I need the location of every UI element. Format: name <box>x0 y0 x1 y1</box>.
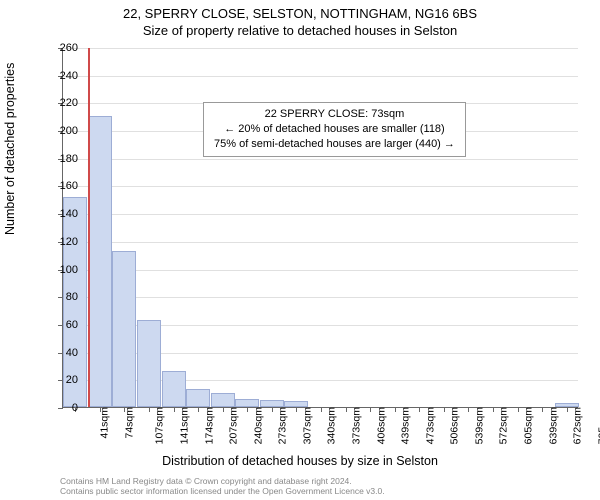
xtick-mark <box>296 407 297 412</box>
ytick-label: 60 <box>42 319 78 331</box>
ytick-label: 80 <box>42 291 78 303</box>
xtick-mark <box>567 407 568 412</box>
footer-line1: Contains HM Land Registry data © Crown c… <box>60 476 385 486</box>
gridline <box>63 76 578 77</box>
xtick-label: 439sqm <box>400 407 412 444</box>
bar <box>186 389 210 407</box>
xtick-mark <box>124 407 125 412</box>
ytick-label: 240 <box>42 70 78 82</box>
xtick-mark <box>247 407 248 412</box>
annotation-box: 22 SPERRY CLOSE: 73sqm ← 20% of detached… <box>203 102 466 157</box>
xtick-label: 406sqm <box>375 407 387 444</box>
xtick-mark <box>100 407 101 412</box>
xtick-label: 207sqm <box>228 407 240 444</box>
chart-title-line2: Size of property relative to detached ho… <box>0 21 600 38</box>
xtick-label: 174sqm <box>203 407 215 444</box>
xtick-mark <box>272 407 273 412</box>
bar <box>260 400 284 407</box>
gridline <box>63 214 578 215</box>
xtick-label: 307sqm <box>301 407 313 444</box>
xtick-mark <box>321 407 322 412</box>
ytick-label: 140 <box>42 208 78 220</box>
xtick-mark <box>518 407 519 412</box>
property-marker-line <box>88 48 90 407</box>
xtick-label: 473sqm <box>424 407 436 444</box>
xtick-label: 672sqm <box>572 407 584 444</box>
gridline <box>63 297 578 298</box>
ytick-label: 260 <box>42 42 78 54</box>
chart-container: 22, SPERRY CLOSE, SELSTON, NOTTINGHAM, N… <box>0 0 600 500</box>
annotation-line3: 75% of semi-detached houses are larger (… <box>214 137 455 152</box>
xtick-mark <box>223 407 224 412</box>
xtick-mark <box>174 407 175 412</box>
bar <box>162 371 186 407</box>
ytick-label: 220 <box>42 97 78 109</box>
xtick-mark <box>149 407 150 412</box>
bar <box>235 399 259 407</box>
xtick-label: 340sqm <box>326 407 338 444</box>
xtick-label: 506sqm <box>449 407 461 444</box>
gridline <box>63 242 578 243</box>
ytick-label: 20 <box>42 374 78 386</box>
xtick-label: 605sqm <box>522 407 534 444</box>
xtick-mark <box>395 407 396 412</box>
bar <box>137 320 161 407</box>
ytick-label: 100 <box>42 264 78 276</box>
chart-title-line1: 22, SPERRY CLOSE, SELSTON, NOTTINGHAM, N… <box>0 0 600 21</box>
xtick-label: 373sqm <box>350 407 362 444</box>
gridline <box>63 159 578 160</box>
xtick-mark <box>468 407 469 412</box>
ytick-label: 160 <box>42 180 78 192</box>
xtick-mark <box>419 407 420 412</box>
gridline <box>63 270 578 271</box>
xtick-mark <box>370 407 371 412</box>
bar <box>211 393 235 407</box>
xtick-label: 639sqm <box>547 407 559 444</box>
ytick-label: 120 <box>42 236 78 248</box>
footer-credits: Contains HM Land Registry data © Crown c… <box>60 476 385 496</box>
ytick-label: 40 <box>42 347 78 359</box>
ytick-label: 0 <box>42 402 78 414</box>
y-axis-title: Number of detached properties <box>3 63 17 235</box>
ytick-label: 200 <box>42 125 78 137</box>
xtick-label: 141sqm <box>178 407 190 444</box>
annotation-line2: ← 20% of detached houses are smaller (11… <box>214 122 455 137</box>
xtick-mark <box>542 407 543 412</box>
plot-area: 41sqm74sqm107sqm141sqm174sqm207sqm240sqm… <box>62 48 578 408</box>
ytick-label: 180 <box>42 153 78 165</box>
xtick-label: 240sqm <box>252 407 264 444</box>
gridline <box>63 48 578 49</box>
x-axis-title: Distribution of detached houses by size … <box>0 454 600 468</box>
xtick-label: 273sqm <box>277 407 289 444</box>
xtick-label: 107sqm <box>154 407 166 444</box>
xtick-mark <box>493 407 494 412</box>
bar <box>112 251 136 407</box>
xtick-label: 539sqm <box>473 407 485 444</box>
annotation-line1: 22 SPERRY CLOSE: 73sqm <box>214 107 455 122</box>
xtick-label: 705sqm <box>596 407 600 444</box>
bar <box>88 116 112 407</box>
footer-line2: Contains public sector information licen… <box>60 486 385 496</box>
xtick-mark <box>198 407 199 412</box>
xtick-label: 572sqm <box>498 407 510 444</box>
gridline <box>63 186 578 187</box>
xtick-mark <box>444 407 445 412</box>
xtick-mark <box>346 407 347 412</box>
